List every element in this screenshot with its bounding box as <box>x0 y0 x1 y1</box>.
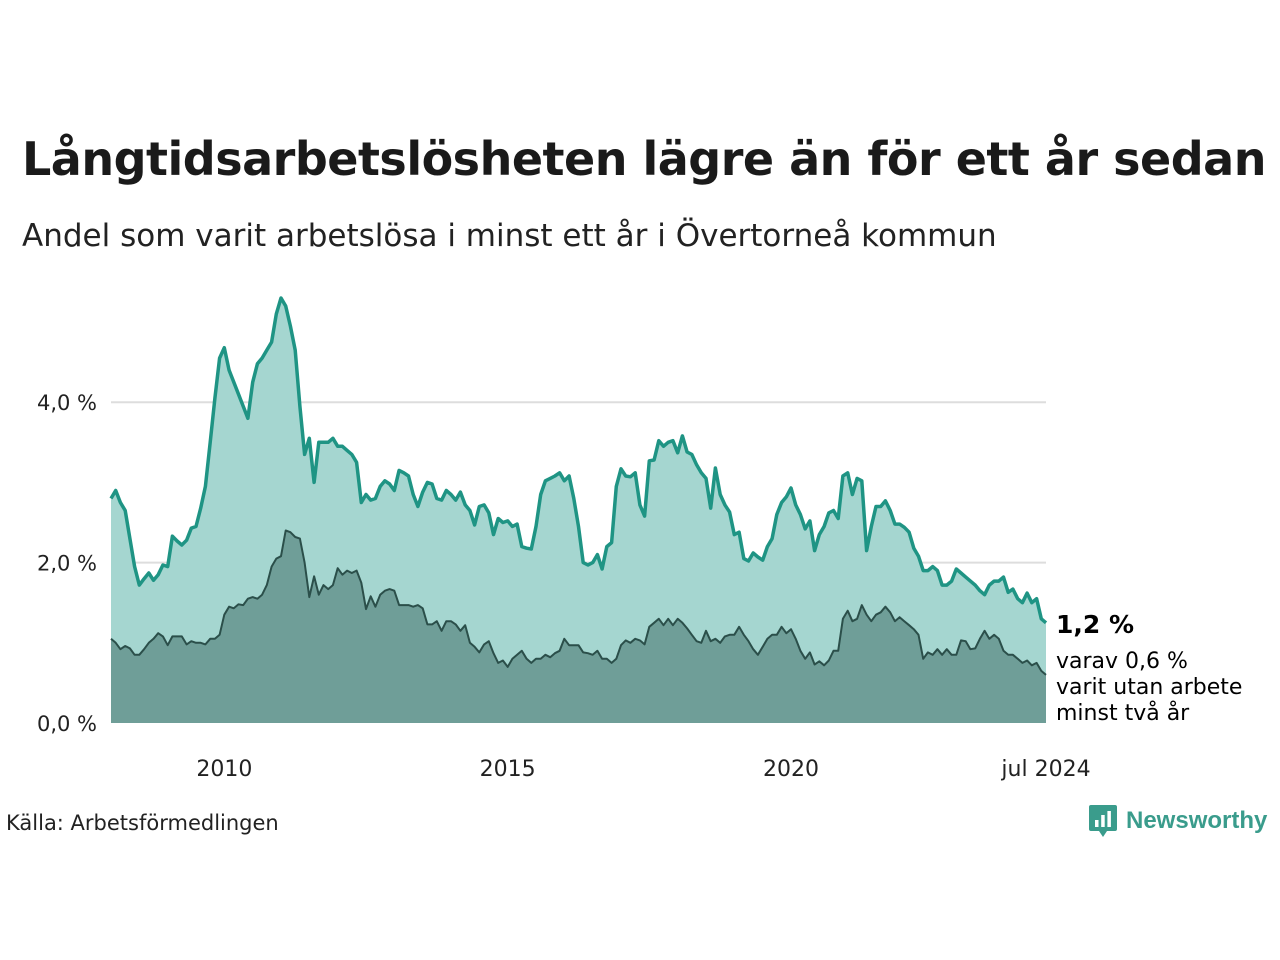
end-note-line-1: varav 0,6 % <box>1056 649 1188 674</box>
newsworthy-logo-icon <box>1089 805 1117 837</box>
end-value-label: 1,2 % <box>1056 610 1134 639</box>
chart-title: Långtidsarbetslösheten lägre än för ett … <box>22 132 1266 186</box>
x-tick-label-3: jul 2024 <box>1000 757 1090 782</box>
brand-logo: Newsworthy <box>1088 802 1267 840</box>
x-tick-label-2: 2020 <box>763 757 819 782</box>
brand-name: Newsworthy <box>1126 807 1268 834</box>
chart-subtitle: Andel som varit arbetslösa i minst ett å… <box>22 218 997 254</box>
x-tick-label-0: 2010 <box>196 757 252 782</box>
end-note-line-3: minst två år <box>1056 700 1190 726</box>
source-note: Källa: Arbetsförmedlingen <box>6 811 279 835</box>
end-annotation: 1,2 % varav 0,6 % varit utan arbete mins… <box>1056 610 1242 726</box>
y-tick-label-2: 4,0 % <box>37 391 97 415</box>
y-tick-label-1: 2,0 % <box>37 552 97 576</box>
series-areas <box>109 296 1048 723</box>
x-tick-label-1: 2015 <box>480 757 536 782</box>
end-note-line-2: varit utan arbete <box>1056 675 1242 700</box>
series-line-1 <box>110 529 1047 676</box>
axis-labels: 0,0 % 2,0 % 4,0 % 2010 2015 2020 jul 2024 <box>37 391 1091 782</box>
series-area-1 <box>111 530 1046 723</box>
series-line-0 <box>109 296 1048 625</box>
y-tick-label-0: 0,0 % <box>37 712 97 736</box>
